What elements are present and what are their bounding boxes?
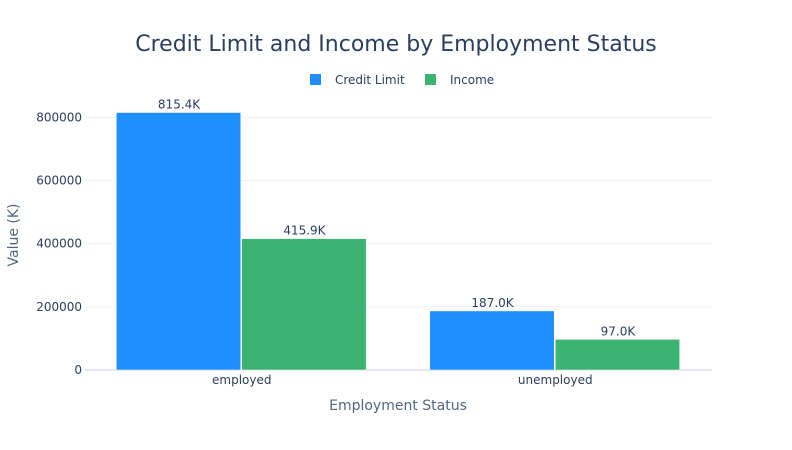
- x-axis-title: Employment Status: [329, 398, 467, 414]
- y-tick-label: 800000: [36, 110, 82, 124]
- bar-credit-limit-unemployed: [429, 310, 555, 371]
- bar-labels: 815.4K 415.9K 187.0K 97.0K: [158, 98, 636, 339]
- legend-label-credit-limit: Credit Limit: [335, 73, 405, 87]
- bar-credit-limit-employed: [116, 112, 241, 371]
- data-label-credit-limit-employed: 815.4K: [158, 98, 201, 112]
- y-tick-label: 200000: [36, 300, 82, 314]
- data-label-income-employed: 415.9K: [283, 224, 326, 238]
- y-axis-title: Value (K): [6, 204, 22, 267]
- x-tick-label: employed: [212, 373, 271, 387]
- bars: [116, 112, 680, 371]
- data-label-income-unemployed: 97.0K: [601, 324, 637, 338]
- legend-swatch-income: [425, 74, 436, 85]
- data-label-credit-limit-unemployed: 187.0K: [471, 296, 514, 310]
- y-tick-label: 600000: [36, 174, 82, 188]
- y-axis-ticks: 0 200000 400000 600000 800000: [36, 110, 82, 377]
- legend: Credit Limit Income: [310, 73, 494, 87]
- legend-item-income[interactable]: Income: [425, 73, 494, 87]
- chart-title: Credit Limit and Income by Employment St…: [135, 32, 657, 57]
- bar-income-unemployed: [555, 339, 680, 371]
- legend-swatch-credit-limit: [310, 74, 321, 85]
- x-tick-label: unemployed: [518, 373, 593, 387]
- legend-item-credit-limit[interactable]: Credit Limit: [310, 73, 405, 87]
- y-tick-label: 0: [74, 363, 82, 377]
- x-axis-ticks: employed unemployed: [212, 373, 593, 387]
- bar-income-employed: [241, 238, 367, 371]
- y-tick-label: 400000: [36, 237, 82, 251]
- legend-label-income: Income: [450, 73, 494, 87]
